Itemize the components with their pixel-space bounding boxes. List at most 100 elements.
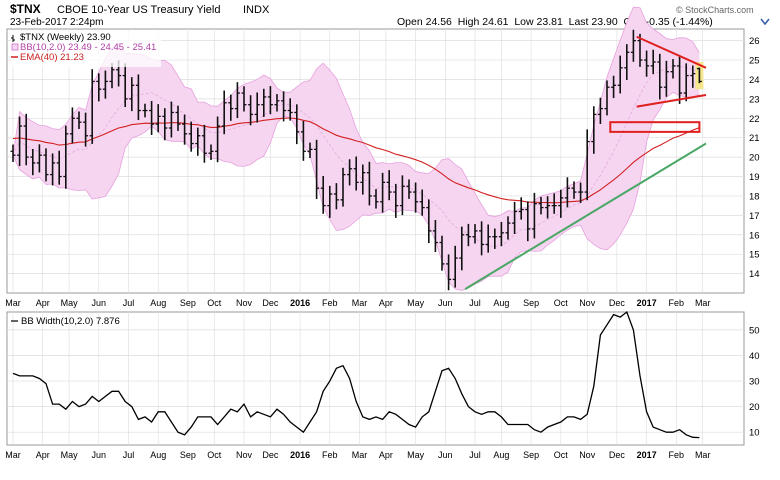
ohlc-bar <box>188 121 194 152</box>
price-x-tick-label: Feb <box>322 298 338 308</box>
ohlc-bar <box>314 139 320 200</box>
price-x-tick-label: Aug <box>493 298 509 308</box>
exchange: INDX <box>243 4 270 16</box>
ohlc-bar <box>320 175 326 214</box>
bbwidth-grid <box>7 312 744 445</box>
ohlc-bar <box>512 201 518 234</box>
bbwidth-y-tick-label: 40 <box>749 351 760 362</box>
ohlc-bar <box>10 144 16 162</box>
ohlc-bar <box>89 69 95 144</box>
bbwidth-x-tick-label: Nov <box>236 450 253 460</box>
bbwidth-x-tick-label: Aug <box>493 450 509 460</box>
ohlc-bar <box>142 103 148 118</box>
ohlc-bar <box>406 179 412 199</box>
ohlc-bar <box>234 82 240 119</box>
price-x-tick-label: Dec <box>609 298 626 308</box>
bbwidth-x-tick-label: Mar <box>352 450 368 460</box>
bbwidth-line-group <box>12 310 700 439</box>
ohlc-bar <box>538 196 544 215</box>
security-name: CBOE 10-Year US Treasury Yield <box>57 4 220 16</box>
ohlc-bar <box>30 148 36 176</box>
bbwidth-y-axis: 10 20 30 40 50 <box>749 325 760 438</box>
ohlc-bar <box>492 228 498 249</box>
bbwidth-x-tick-label: 2016 <box>290 450 310 460</box>
ohlc-bar <box>426 199 432 244</box>
price-x-tick-label: Sep <box>180 298 196 308</box>
bbwidth-line <box>12 310 700 439</box>
ohlc-bar <box>399 175 405 216</box>
ohlc-bar <box>663 60 669 97</box>
bbwidth-x-tick-label: May <box>407 450 425 460</box>
ohlc-bar <box>340 167 346 207</box>
price-y-tick-label: 24 <box>749 75 760 86</box>
ohlc-bar <box>386 170 392 201</box>
ohlc-bar <box>162 108 168 141</box>
bbwidth-x-tick-label: Oct <box>554 450 569 460</box>
bbwidth-y-tick-label: 50 <box>749 325 760 336</box>
ohlc-bar <box>228 94 234 121</box>
ohlc-bar <box>459 226 465 271</box>
ohlc-bar <box>96 73 102 102</box>
ohlc-bar <box>267 86 273 115</box>
price-y-tick-label: 19 <box>749 172 760 183</box>
ohlc-bar <box>597 97 603 124</box>
bbwidth-x-tick-label: Jul <box>469 450 481 460</box>
ohlc-bar <box>281 91 287 122</box>
ema-line-group <box>12 117 700 204</box>
bbwidth-x-tick-label: Aug <box>150 450 166 460</box>
ohlc-bar <box>485 224 491 253</box>
ohlc-bar <box>17 116 23 167</box>
ohlc-bar <box>353 156 359 191</box>
bbwidth-x-tick-label: Mar <box>695 450 711 460</box>
bb-legend-icon <box>11 43 19 51</box>
red-trendline <box>636 35 707 69</box>
bbwidth-x-tick-label: Jun <box>92 450 107 460</box>
ohlc-bar <box>241 86 247 112</box>
ohlc-bar <box>201 124 207 163</box>
ohlc-bar <box>274 94 280 112</box>
price-x-tick-label: Oct <box>554 298 569 308</box>
price-bars <box>10 29 704 291</box>
ohlc-bar <box>498 221 504 247</box>
ohlc-bar <box>518 197 524 220</box>
ohlc-bar <box>393 183 399 218</box>
price-y-tick-label: 18 <box>749 191 760 202</box>
ohlc-bar <box>446 254 452 291</box>
ohlc-bar <box>479 221 485 256</box>
bbwidth-y-tick-label: 20 <box>749 402 760 413</box>
ohlc-bar <box>135 74 141 121</box>
price-x-tick-label: Mar <box>5 298 21 308</box>
ohlc-bar <box>637 33 643 67</box>
ohlc-bar <box>571 181 577 199</box>
price-x-tick-label: Jul <box>123 298 135 308</box>
ohlc-bar <box>604 80 610 116</box>
ohlc-bar <box>419 189 425 216</box>
green-trendline <box>464 142 707 290</box>
price-x-tick-label: Oct <box>207 298 222 308</box>
ohlc-bar <box>677 56 683 104</box>
bbwidth-x-tick-label: Dec <box>262 450 279 460</box>
symbol: $TNX <box>10 2 41 16</box>
bbwidth-x-tick-label: Feb <box>669 450 685 460</box>
legend-price: $TNX (Weekly) 23.90 <box>20 32 111 43</box>
price-y-tick-label: 21 <box>749 133 760 144</box>
ohlc-bar <box>564 177 570 208</box>
ohlc-bar <box>215 116 221 163</box>
ohlc-bar <box>300 121 306 161</box>
ohlc-bar <box>690 65 696 88</box>
ohlc-bar <box>439 235 445 271</box>
ohlc-bar <box>696 67 702 84</box>
bbwidth-x-tick-label: Jul <box>123 450 135 460</box>
ohlc-bar <box>182 114 188 145</box>
ohlc-bar <box>670 59 676 79</box>
price-y-axis: 14 15 16 17 18 19 20 21 22 23 24 25 26 <box>749 36 760 280</box>
ohlc-bar <box>525 201 531 242</box>
ohlc-bar <box>578 182 584 203</box>
ohlc-bar <box>551 193 557 214</box>
chevron-down-icon[interactable] <box>760 18 770 26</box>
bbwidth-x-tick-label: Sep <box>523 450 539 460</box>
ohlc-bar <box>630 29 636 62</box>
price-x-tick-label: May <box>407 298 425 308</box>
